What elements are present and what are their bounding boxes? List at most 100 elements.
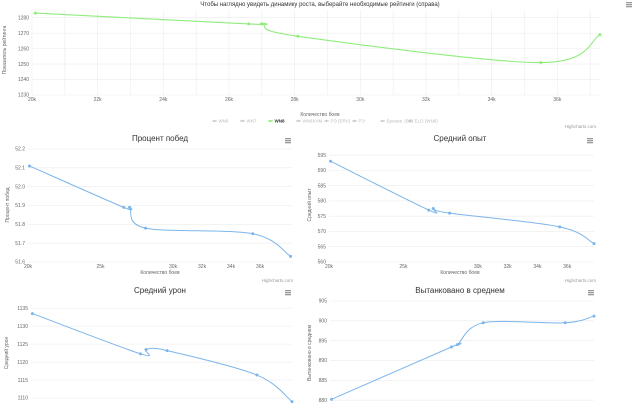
y-tick-label: 1125 [17,342,28,348]
data-point[interactable] [290,400,294,404]
data-point[interactable] [260,22,264,26]
data-point[interactable] [558,225,562,229]
data-point[interactable] [598,33,602,37]
x-tick-label: 30k [169,264,178,270]
data-point[interactable] [27,164,31,168]
hamburger-menu-icon[interactable] [626,2,632,4]
y-tick-label: 1120 [17,360,28,366]
x-tick-label: 25k [96,264,105,270]
y-tick-label: 560 [318,260,327,266]
legend-item-рэ[interactable]: РЭ [359,119,366,124]
y-tick-label: 1230 [18,93,29,99]
legend-swatch-marker [353,119,356,123]
y-tick-label: 1270 [18,31,29,37]
data-point[interactable] [138,352,142,356]
y-tick-label: 880 [319,398,328,404]
x-tick-label: 28k [291,97,300,103]
win-rate-series-line [29,165,291,257]
data-point[interactable] [289,254,293,258]
data-point[interactable] [431,207,435,211]
data-point[interactable] [427,208,431,212]
hamburger-menu-icon[interactable] [588,290,594,292]
y-tick-label: 1135 [17,306,28,312]
data-point[interactable] [247,22,251,26]
hamburger-menu-icon-bar [285,292,291,294]
win-rate-chart-title: Процент побед [132,134,188,143]
data-point[interactable] [251,232,255,236]
win-rate-chart: Процент побед 51.6 51.7 51.8 51.9 52.0 52.1 52… [0,133,320,283]
x-tick-label: 34k [488,97,497,103]
data-point[interactable] [144,348,148,352]
data-point[interactable] [296,34,300,38]
win-rate-x-label: Количество боев [140,270,180,276]
legend-item-wn8xvm[interactable]: WN8XVM [303,119,323,124]
data-point[interactable] [539,61,543,65]
y-tick-label: 52.0 [15,184,25,190]
legend-swatch-marker [409,119,412,123]
data-point[interactable] [449,345,453,349]
legend-swatch-marker [269,119,272,123]
avg-exp-chart-svg: Средний опыт 560 565 570 575 580 585 590 595 20k… [306,134,597,283]
legend-item-wn6[interactable]: WN6 [219,119,229,124]
x-tick-label: 36k [563,264,572,270]
data-point[interactable] [328,159,332,163]
data-point[interactable] [143,226,147,230]
avg-damage-chart-svg: Средний урон 1110 1115 1120 1125 1130 1135 Ср… [3,286,294,404]
y-tick-label: 52.1 [15,166,25,172]
y-tick-label: 905 [319,299,328,305]
rating-chart: Чтобы наглядно увидеть динамику роста, в… [0,0,640,135]
data-point[interactable] [563,321,567,325]
legend-item-wn7[interactable]: WN7 [247,119,257,124]
y-tick-label: 52.2 [15,147,25,153]
data-point[interactable] [481,321,485,325]
rating-chart-legend: WN6 WN7 WN8 WN8XVM РЭ (ERV) РЭ Бронев. (ВБ) ELO… [212,119,438,124]
avg-exp-credit[interactable]: Highcharts.com [565,278,597,283]
hamburger-menu-icon-bar [587,140,593,142]
hamburger-menu-icon[interactable] [587,138,593,140]
y-tick-label: 51.6 [15,260,25,266]
x-tick-label: 24k [159,97,168,103]
hamburger-menu-icon[interactable] [285,290,291,292]
x-tick-label: 22k [94,97,103,103]
y-tick-label: 1280 [18,15,29,21]
x-tick-label: 32k [198,264,207,270]
rating-chart-svg: Чтобы наглядно увидеть динамику роста, в… [1,1,632,129]
hamburger-menu-icon-bar [587,142,593,144]
data-point[interactable] [33,11,37,15]
hamburger-menu-icon[interactable] [285,138,291,140]
y-tick-label: 1250 [18,62,29,68]
data-point[interactable] [592,314,596,318]
x-tick-label: 20k [28,97,37,103]
x-tick-label: 34k [227,264,236,270]
data-point[interactable] [455,343,459,347]
avg-tanked-chart-title: Вытанковано в среднем [415,286,505,295]
legend-item-wn8[interactable]: WN8 [275,119,285,124]
y-tick-label: 590 [318,168,327,174]
rating-series-line [35,12,601,64]
legend-swatch-marker [241,119,244,123]
y-tick-label: 885 [319,378,328,384]
legend-item-elo-wn8-[interactable]: ELO (WN8) [415,119,439,124]
data-point[interactable] [448,211,452,215]
data-point[interactable] [592,242,596,246]
win-rate-credit[interactable]: Highcharts.com [262,278,294,283]
y-tick-label: 51.7 [15,241,25,247]
hamburger-menu-icon-bar [285,140,291,142]
avg-damage-chart: Средний урон 1110 1115 1120 1125 1130 1135 Ср… [0,283,320,418]
data-point[interactable] [255,373,259,377]
avg-exp-x-label: Количество боев [440,270,480,276]
x-tick-label: 32k [504,264,513,270]
data-point[interactable] [122,205,126,209]
rating-chart-x-label: Количество боев [300,112,340,118]
data-point[interactable] [330,397,334,401]
y-tick-label: 1240 [18,77,29,83]
legend-swatch-marker [381,119,384,123]
data-point[interactable] [128,205,132,209]
y-tick-label: 1130 [17,324,28,330]
data-point[interactable] [165,349,169,353]
legend-item-рэ-erv-[interactable]: РЭ (ERV) [331,119,351,124]
legend-item-бронев-вб-[interactable]: Бронев. (ВБ) [387,119,414,124]
rating-chart-credit[interactable]: Highcharts.com [565,124,597,129]
data-point[interactable] [30,312,34,316]
rating-chart-title: Чтобы наглядно увидеть динамику роста, в… [200,1,439,8]
